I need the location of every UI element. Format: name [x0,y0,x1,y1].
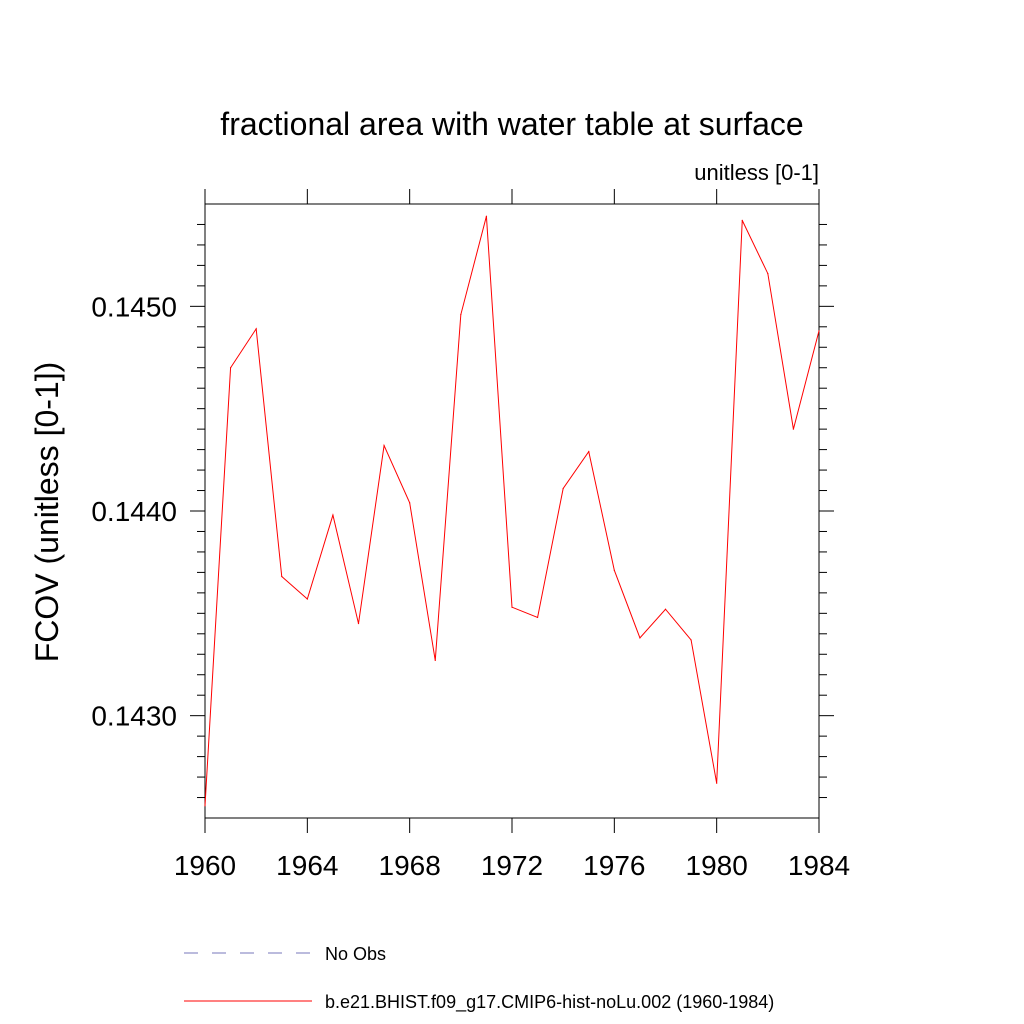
data-point [511,606,513,608]
data-point [204,805,206,807]
chart-title: fractional area with water table at surf… [220,106,803,142]
x-tick-label: 1964 [276,850,338,881]
x-tick-label: 1976 [583,850,645,881]
data-point [255,328,257,330]
data-point [306,598,308,600]
data-point [229,367,232,369]
legend-label-no-obs: No Obs [325,944,386,964]
chart-subtitle: unitless [0-1] [694,160,819,185]
x-tick-label: 1960 [174,850,236,881]
legend-label-model: b.e21.BHIST.f09_g17.CMIP6-hist-noLu.002 … [325,992,774,1013]
legend: No Obs b.e21.BHIST.f09_g17.CMIP6-hist-no… [184,944,774,1013]
data-point [332,514,334,516]
data-point [818,330,820,332]
data-point [767,272,769,275]
data-point [716,782,718,784]
series-line [204,216,820,806]
x-tick-label: 1972 [481,850,543,881]
x-tick-label: 1984 [788,850,850,881]
y-tick-label: 0.1430 [91,701,177,732]
data-point [562,487,564,490]
x-tick-label: 1980 [686,850,748,881]
data-point [639,637,641,639]
data-point [460,313,462,316]
data-point [741,219,743,221]
data-point [383,444,385,447]
y-axis-label: FCOV (unitless [0-1]) [29,362,65,663]
data-point [613,569,615,571]
plot-area: 1960 1964 1968 1972 1976 1980 1984 0.1430 0.1440… [91,189,850,881]
data-point [690,639,692,641]
x-tick-label: 1968 [379,850,441,881]
plot-frame [204,203,820,819]
y-tick-label: 0.1450 [91,291,177,322]
y-tick-label: 0.1440 [91,496,177,527]
data-point [792,428,795,430]
data-point [281,575,283,578]
data-point [588,451,590,453]
data-point [357,622,360,625]
data-point [664,608,667,610]
data-point [485,215,488,217]
data-point [409,502,411,504]
data-point [536,616,539,619]
data-point [434,659,436,662]
